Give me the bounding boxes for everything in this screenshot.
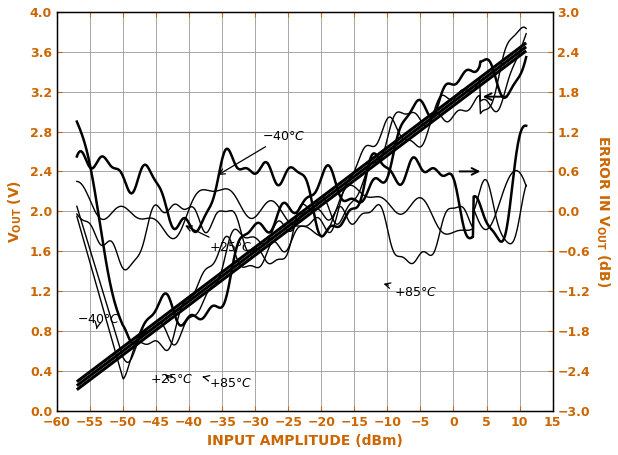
Text: $-40°C$: $-40°C$ <box>219 130 305 174</box>
X-axis label: INPUT AMPLITUDE (dBm): INPUT AMPLITUDE (dBm) <box>207 434 403 448</box>
Text: $-40°C$: $-40°C$ <box>77 313 120 329</box>
Y-axis label: $\mathbf{V_{OUT}}$ $\mathbf{(V)}$: $\mathbf{V_{OUT}}$ $\mathbf{(V)}$ <box>7 180 24 243</box>
Text: $+25°C$: $+25°C$ <box>186 226 252 254</box>
Text: $+25°C$: $+25°C$ <box>150 373 193 386</box>
Text: $+85°C$: $+85°C$ <box>385 283 438 299</box>
Text: $+85°C$: $+85°C$ <box>203 375 252 390</box>
Y-axis label: ERROR IN $\mathbf{V_{OUT}}$ (dB): ERROR IN $\mathbf{V_{OUT}}$ (dB) <box>594 135 611 288</box>
